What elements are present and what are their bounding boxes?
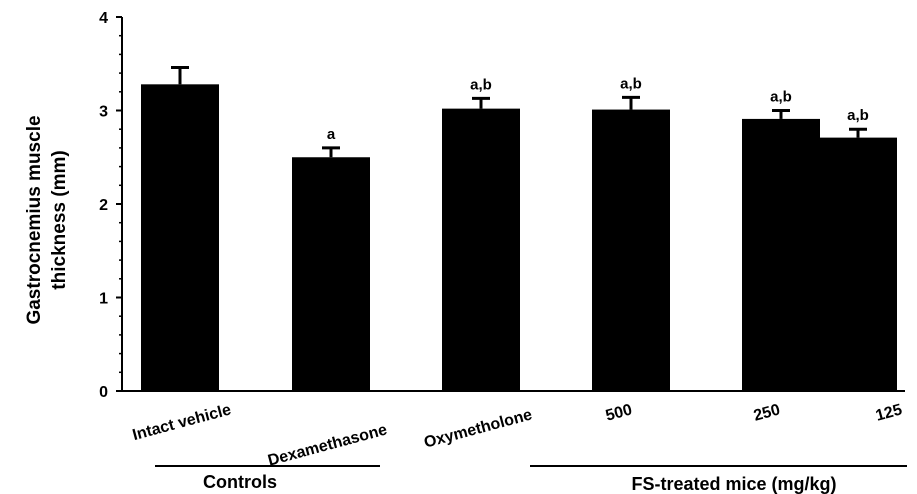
y-axis-title: Gastrocnemius muscle thickness (mm) xyxy=(24,115,70,324)
significance-label: a,b xyxy=(620,75,642,92)
error-bars xyxy=(171,65,867,158)
category-label: 500 xyxy=(604,401,634,424)
category-label: Intact vehicle xyxy=(131,401,233,444)
category-label: 250 xyxy=(752,401,782,424)
fs-group-label: FS-treated mice (mg/kg) xyxy=(631,474,836,494)
significance-labels: a a,b a,b a,b a,b xyxy=(327,75,869,142)
category-labels: Intact vehicle Dexamethasone Oxymetholone 5… xyxy=(131,401,904,469)
y-axis-title-line1: Gastrocnemius muscle xyxy=(24,115,45,324)
y-tick-label: 1 xyxy=(99,291,108,308)
significance-label: a,b xyxy=(770,89,792,106)
category-label: 125 xyxy=(874,401,904,424)
significance-label: a,b xyxy=(847,107,869,124)
bar-3 xyxy=(592,109,670,391)
category-label: Oxymetholone xyxy=(422,406,534,451)
category-label: Dexamethasone xyxy=(266,421,389,469)
bar-1 xyxy=(292,157,370,391)
bars xyxy=(141,84,897,391)
bar-5 xyxy=(819,137,897,391)
y-ticks: 0 1 2 3 4 xyxy=(99,10,122,401)
bar-0 xyxy=(141,84,219,391)
y-tick-label: 2 xyxy=(99,197,108,214)
bar-4 xyxy=(742,118,820,391)
y-tick-label: 3 xyxy=(99,104,108,121)
significance-label: a xyxy=(327,126,336,143)
y-axis-title-line2: thickness (mm) xyxy=(49,150,70,289)
significance-label: a,b xyxy=(470,76,492,93)
y-tick-label: 0 xyxy=(99,384,108,401)
controls-group-label: Controls xyxy=(203,472,277,492)
y-tick-label: 4 xyxy=(99,10,108,27)
bar-2 xyxy=(442,108,520,391)
